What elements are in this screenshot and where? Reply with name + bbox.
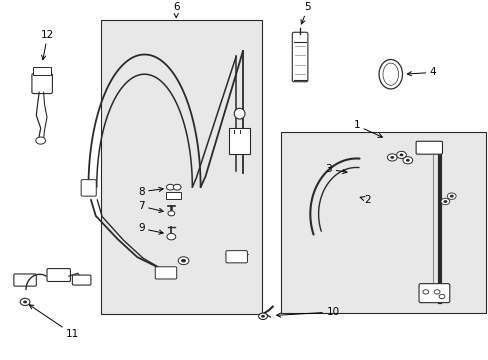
Circle shape [396, 151, 406, 158]
Text: 7: 7 [138, 201, 163, 212]
Circle shape [167, 211, 174, 216]
Bar [281, 132, 485, 313]
Circle shape [261, 315, 264, 318]
FancyBboxPatch shape [33, 67, 51, 75]
Text: 8: 8 [138, 187, 163, 197]
Text: 11: 11 [29, 305, 80, 339]
Bar [101, 21, 261, 315]
Circle shape [386, 154, 396, 161]
Circle shape [440, 198, 449, 205]
FancyBboxPatch shape [415, 141, 442, 154]
FancyBboxPatch shape [72, 275, 91, 285]
Text: 4: 4 [407, 67, 435, 77]
Circle shape [399, 153, 403, 156]
Text: 1: 1 [353, 121, 382, 138]
Circle shape [438, 294, 444, 299]
Circle shape [443, 200, 447, 203]
Circle shape [173, 184, 181, 190]
Circle shape [405, 159, 409, 162]
Text: 3: 3 [325, 164, 346, 174]
Ellipse shape [378, 59, 402, 89]
Text: 6: 6 [173, 2, 179, 18]
Text: 9: 9 [138, 224, 163, 234]
FancyBboxPatch shape [228, 128, 250, 154]
FancyBboxPatch shape [225, 251, 247, 263]
Circle shape [36, 137, 45, 144]
Text: 2: 2 [360, 195, 370, 205]
Circle shape [23, 301, 27, 303]
FancyBboxPatch shape [292, 32, 307, 82]
Circle shape [181, 259, 185, 262]
Circle shape [449, 195, 453, 198]
Circle shape [20, 298, 30, 306]
FancyBboxPatch shape [47, 269, 70, 282]
Circle shape [258, 313, 267, 320]
Ellipse shape [234, 108, 244, 119]
FancyBboxPatch shape [155, 267, 176, 279]
Circle shape [447, 193, 455, 199]
Circle shape [433, 290, 439, 294]
Circle shape [166, 233, 175, 240]
Circle shape [178, 257, 188, 265]
FancyBboxPatch shape [81, 180, 96, 196]
FancyBboxPatch shape [14, 274, 36, 286]
Text: 10: 10 [276, 307, 339, 317]
Text: 12: 12 [41, 30, 54, 60]
Circle shape [402, 157, 412, 164]
Text: 5: 5 [301, 2, 310, 24]
FancyBboxPatch shape [166, 192, 181, 199]
FancyBboxPatch shape [418, 284, 449, 303]
Circle shape [166, 184, 174, 190]
Circle shape [389, 156, 393, 159]
FancyBboxPatch shape [32, 73, 52, 94]
Ellipse shape [382, 63, 398, 85]
Circle shape [422, 290, 428, 294]
